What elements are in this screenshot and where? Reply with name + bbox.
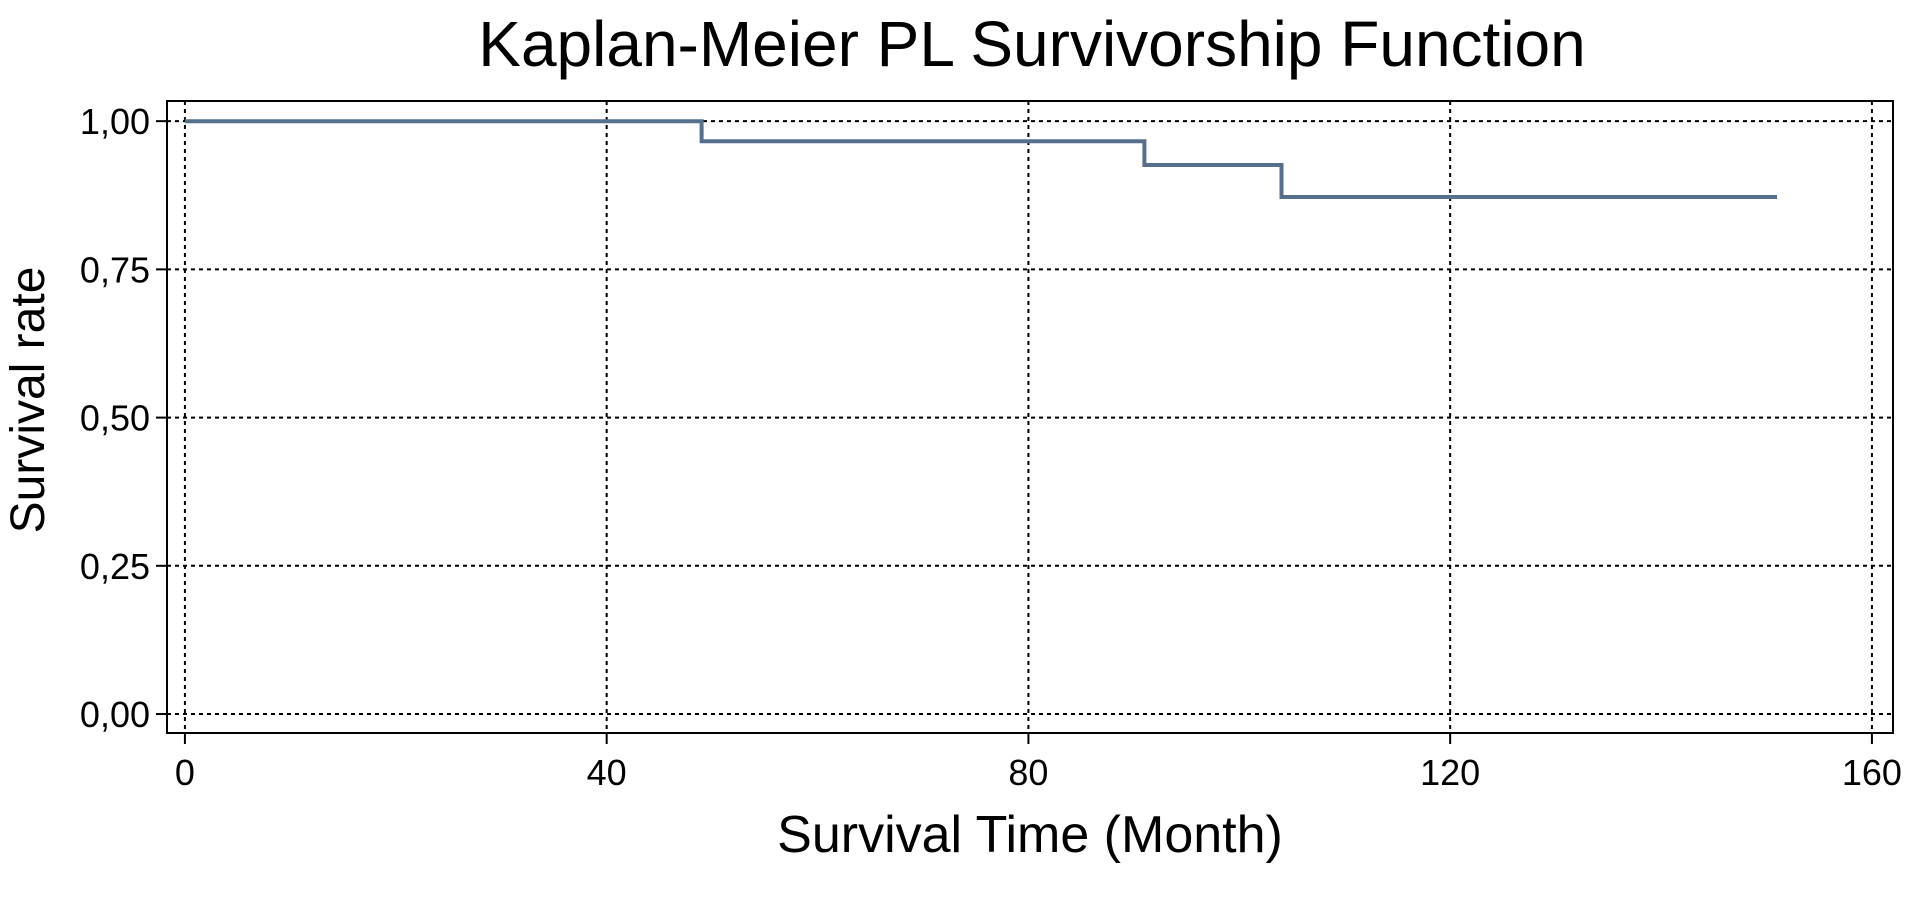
- x-tick-label: 160: [1842, 752, 1902, 793]
- gridlines-layer: [167, 101, 1893, 733]
- y-tick-label: 0,75: [80, 249, 150, 290]
- km-survival-curve: [184, 119, 1777, 199]
- y-tick-label: 1,00: [80, 101, 150, 142]
- y-axis-title: Survival rate: [2, 267, 55, 534]
- x-tick-label: 120: [1420, 752, 1480, 793]
- x-tick-label: 80: [1008, 752, 1048, 793]
- chart-title: Kaplan-Meier PL Survivorship Function: [478, 8, 1585, 80]
- y-tick-label: 0,25: [80, 546, 150, 587]
- x-tick-label: 0: [175, 752, 195, 793]
- axis-ticks-layer: [156, 120, 1873, 744]
- x-axis-title: Survival Time (Month): [777, 806, 1283, 864]
- y-tick-label: 0,00: [80, 694, 150, 735]
- x-tick-label: 40: [587, 752, 627, 793]
- tick-labels-layer: 0 40 80 120 160 0,00 0,25 0,50 0,75 1,00: [80, 101, 1902, 793]
- y-tick-label: 0,50: [80, 398, 150, 439]
- data-series-layer: [184, 119, 1777, 199]
